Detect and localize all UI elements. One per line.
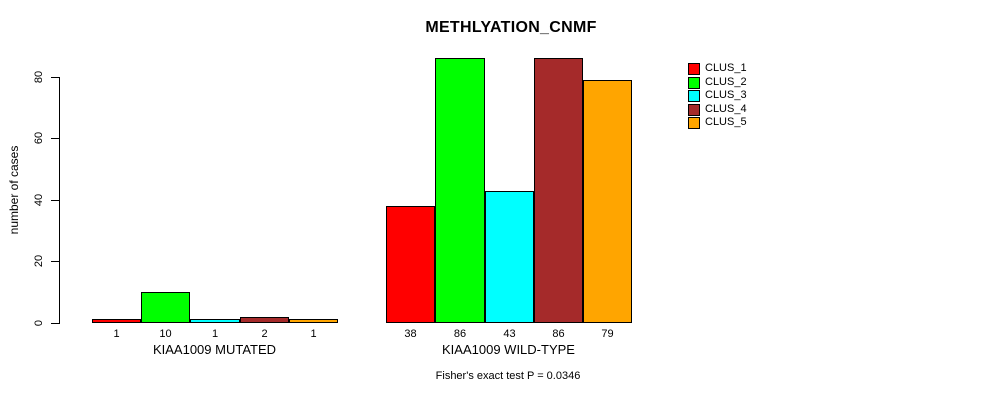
- legend-label-clus_4: CLUS_4: [705, 103, 747, 115]
- legend-label-clus_3: CLUS_3: [705, 89, 747, 101]
- bar-value-label: 1: [113, 328, 120, 340]
- fisher-test-annotation: Fisher's exact test P = 0.0346: [435, 370, 581, 382]
- bar-value-label: 2: [261, 328, 268, 340]
- bar-clus_1: [386, 206, 435, 323]
- bar-clus_2: [435, 58, 485, 323]
- y-axis-tick: [51, 200, 59, 201]
- y-axis-tick: [51, 138, 59, 139]
- bar-clus_5: [289, 319, 338, 323]
- bar-value-label: 1: [211, 328, 219, 340]
- y-axis-label: number of cases: [7, 145, 21, 235]
- bar-value-label: 86: [453, 328, 467, 340]
- bar-value-label: 1: [310, 328, 317, 340]
- bar-clus_2: [141, 292, 190, 323]
- legend-swatch-clus_2: [688, 77, 700, 89]
- y-axis-tick: [51, 77, 59, 78]
- bar-clus_1: [92, 319, 141, 323]
- bar-value-label: 43: [503, 328, 516, 340]
- y-axis-tick-label: 60: [33, 131, 45, 145]
- group-label-wild-type: KIAA1009 WILD-TYPE: [442, 342, 575, 357]
- y-axis-tick-label: 80: [33, 70, 45, 84]
- y-axis-tick: [51, 261, 59, 262]
- y-axis-tick: [51, 323, 59, 324]
- bar-value-label: 79: [601, 328, 614, 340]
- chart-title: METHLYATION_CNMF: [425, 19, 597, 36]
- legend-label-clus_1: CLUS_1: [705, 62, 747, 74]
- bar-clus_4: [240, 317, 289, 323]
- bar-value-label: 38: [404, 328, 417, 340]
- bar-value-label: 86: [552, 328, 565, 340]
- bar-value-label: 10: [159, 328, 172, 340]
- bar-clus_3: [485, 191, 534, 323]
- legend-swatch-clus_5: [688, 117, 700, 129]
- legend-swatch-clus_1: [688, 63, 700, 75]
- bar-clus_4: [534, 58, 583, 323]
- legend-swatch-clus_3: [688, 90, 700, 102]
- bar-clus_3: [190, 319, 240, 323]
- y-axis-tick-label: 0: [33, 319, 45, 327]
- y-axis-tick-label: 20: [33, 254, 45, 268]
- legend-label-clus_2: CLUS_2: [705, 76, 747, 88]
- legend-label-clus_5: CLUS_5: [705, 116, 747, 128]
- bar-clus_5: [583, 80, 632, 323]
- legend-swatch-clus_4: [688, 104, 700, 116]
- group-label-mutated: KIAA1009 MUTATED: [152, 342, 277, 357]
- y-axis-tick-label: 40: [33, 193, 45, 207]
- y-axis-line: [59, 77, 60, 324]
